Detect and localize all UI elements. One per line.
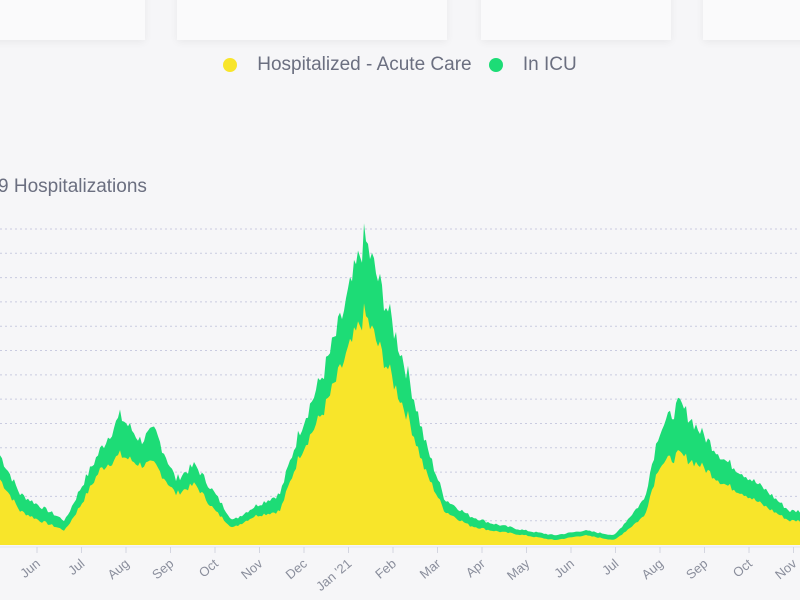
x-tick-label: Nov <box>238 555 266 582</box>
summary-card <box>703 0 800 40</box>
legend-dot-icu <box>488 58 503 72</box>
x-tick-label: Sep <box>683 556 710 582</box>
chart-title: 9 Hospitalizations <box>0 176 147 197</box>
x-tick-label: Mar <box>417 555 444 581</box>
chart-legend: Hospitalized - Acute Care In ICU <box>0 54 800 78</box>
legend-label-icu: In ICU <box>522 54 577 75</box>
x-tick-label: Jan '21 <box>313 556 354 594</box>
x-tick-label: Aug <box>639 556 666 582</box>
x-tick-label: Jul <box>599 556 621 578</box>
x-tick-label: Dec <box>283 555 311 582</box>
legend-dot-acute <box>223 58 238 72</box>
x-tick-label: May <box>504 555 533 583</box>
x-tick-label: Jun <box>551 556 577 581</box>
x-tick-label: Jul <box>65 556 87 578</box>
area-acute <box>0 303 800 545</box>
x-tick-label: Apr <box>463 555 489 580</box>
x-tick-label: Jun <box>17 556 43 581</box>
legend-item-icu[interactable]: In ICU <box>488 54 577 76</box>
x-tick-label: Oct <box>196 556 221 581</box>
x-tick-label: Sep <box>149 556 176 582</box>
summary-card <box>177 0 447 40</box>
legend-label-acute: Hospitalized - Acute Care <box>257 54 472 75</box>
summary-card <box>0 0 145 40</box>
x-tick-label: Oct <box>730 556 755 581</box>
x-tick-label: Feb <box>372 556 399 582</box>
area-icu <box>0 223 800 546</box>
x-tick-label: Aug <box>105 556 132 582</box>
x-tick-label: Nov <box>772 555 800 582</box>
summary-card <box>481 0 671 40</box>
legend-item-acute[interactable]: Hospitalized - Acute Care <box>223 54 472 76</box>
